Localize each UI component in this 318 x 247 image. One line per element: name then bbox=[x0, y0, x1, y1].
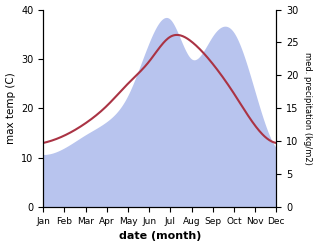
Y-axis label: max temp (C): max temp (C) bbox=[5, 72, 16, 144]
X-axis label: date (month): date (month) bbox=[119, 231, 201, 242]
Y-axis label: med. precipitation (kg/m2): med. precipitation (kg/m2) bbox=[303, 52, 313, 165]
